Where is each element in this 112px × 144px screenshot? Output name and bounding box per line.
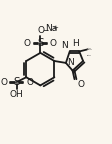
Text: O: O bbox=[77, 80, 84, 89]
Text: −: − bbox=[42, 26, 48, 35]
Text: O: O bbox=[37, 26, 44, 35]
Text: S: S bbox=[37, 38, 43, 48]
Text: O: O bbox=[26, 77, 33, 87]
Text: methyl: methyl bbox=[86, 47, 91, 49]
Text: O: O bbox=[50, 39, 56, 48]
Text: H: H bbox=[72, 39, 79, 48]
Text: N: N bbox=[66, 58, 73, 67]
Text: S: S bbox=[13, 77, 20, 87]
Text: +: + bbox=[51, 25, 57, 31]
Text: OH: OH bbox=[10, 90, 23, 99]
Text: N: N bbox=[60, 40, 67, 50]
Text: methyl: methyl bbox=[86, 55, 91, 56]
Text: O: O bbox=[24, 39, 30, 48]
Text: Na: Na bbox=[45, 24, 57, 33]
Text: methyl: methyl bbox=[87, 49, 92, 50]
Text: O: O bbox=[0, 77, 7, 87]
